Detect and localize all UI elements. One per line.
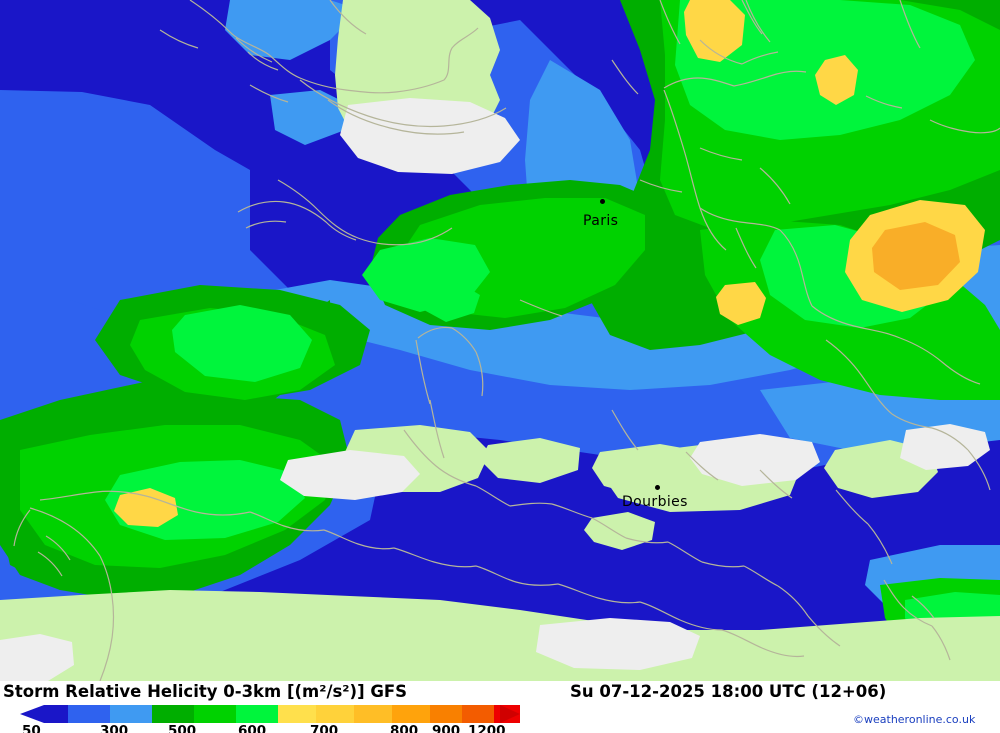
field-band-orange	[872, 222, 960, 290]
city-label-dourbies: Dourbies	[622, 494, 688, 510]
helicity-colorbar[interactable]: 50 300 500 600 700 800 900 1200	[0, 705, 520, 733]
colorbar-swatches	[20, 705, 520, 723]
colorbar-tick-50: 50	[22, 723, 41, 733]
colorbar-swatch-3	[152, 705, 194, 723]
colorbar-cap-high	[500, 705, 520, 723]
colorbar-swatch-9	[392, 705, 430, 723]
colorbar-swatch-6	[278, 705, 316, 723]
colorbar-swatch-2	[110, 705, 152, 723]
colorbar-swatch-10	[430, 705, 462, 723]
colorbar-tick-1200: 1200	[468, 723, 506, 733]
weather-map-canvas[interactable]: Paris Dourbies	[0, 0, 1000, 681]
colorbar-swatch-0	[44, 705, 68, 723]
colorbar-tick-300: 300	[100, 723, 129, 733]
colorbar-tick-500: 500	[168, 723, 197, 733]
field-band-light-gray	[0, 98, 990, 681]
colorbar-swatch-11	[462, 705, 494, 723]
map-footer: Storm Relative Helicity 0-3km [(m²/s²)] …	[0, 681, 1000, 733]
colorbar-swatch-5	[236, 705, 278, 723]
colorbar-segment-group	[44, 705, 520, 723]
colorbar-tick-700: 700	[310, 723, 339, 733]
colorbar-swatch-4	[194, 705, 236, 723]
colorbar-cap-low	[20, 705, 44, 723]
product-title: Storm Relative Helicity 0-3km [(m²/s²)] …	[3, 682, 408, 701]
colorbar-tick-800: 800	[390, 723, 419, 733]
city-label-paris: Paris	[583, 213, 619, 229]
colorbar-swatch-7	[316, 705, 354, 723]
city-marker-paris	[600, 199, 605, 204]
copyright-notice[interactable]: ©weatheronline.co.uk	[853, 713, 976, 726]
colorbar-swatch-8	[354, 705, 392, 723]
colorbar-tick-600: 600	[238, 723, 267, 733]
colorbar-tick-900: 900	[432, 723, 461, 733]
country-borders	[13, 0, 1000, 681]
helicity-field-svg	[0, 0, 1000, 681]
forecast-run-timestamp: Su 07-12-2025 18:00 UTC (12+06)	[570, 682, 887, 701]
city-marker-dourbies	[655, 485, 660, 490]
colorbar-swatch-1	[68, 705, 110, 723]
